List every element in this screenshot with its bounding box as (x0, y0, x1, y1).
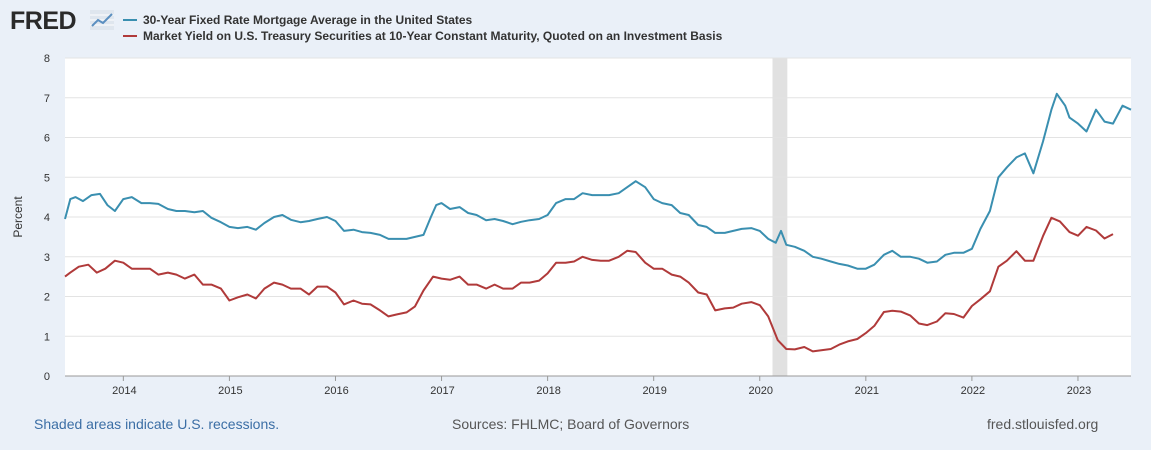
y-tick-label: 2 (44, 292, 50, 304)
chart-line-icon (90, 10, 114, 30)
x-tick-label: 2022 (961, 385, 985, 397)
y-tick-label: 8 (44, 53, 50, 65)
chart-legend: 30-Year Fixed Rate Mortgage Average in t… (123, 12, 722, 44)
y-tick-label: 1 (44, 331, 50, 343)
legend-item-treasury[interactable]: Market Yield on U.S. Treasury Securities… (123, 28, 722, 44)
x-tick-label: 2018 (536, 385, 560, 397)
legend-swatch-treasury (123, 35, 137, 37)
x-tick-label: 2014 (112, 385, 136, 397)
legend-label-treasury: Market Yield on U.S. Treasury Securities… (143, 29, 723, 43)
series-line-1[interactable] (64, 216, 1114, 353)
x-tick-label: 2019 (642, 385, 666, 397)
y-tick-label: 0 (44, 371, 50, 383)
series-line-0[interactable] (64, 92, 1132, 270)
legend-item-mortgage[interactable]: 30-Year Fixed Rate Mortgage Average in t… (123, 12, 722, 28)
legend-swatch-mortgage (123, 19, 137, 21)
y-tick-label: 7 (44, 93, 50, 105)
y-tick-label: 5 (44, 172, 50, 184)
line-chart: 0 1 2 3 4 5 6 7 8 2014 2015 2016 2017 2018 2019 2020 20… (11, 53, 1132, 397)
fred-logo[interactable]: FRED (10, 7, 77, 35)
y-tick-label: 6 (44, 133, 50, 145)
x-tick-label: 2020 (749, 385, 773, 397)
y-axis-label: Percent (11, 196, 25, 238)
site-link[interactable]: fred.stlouisfed.org (987, 416, 1099, 432)
x-tick-label: 2023 (1067, 385, 1091, 397)
y-tick-label: 4 (44, 212, 50, 224)
x-tick-label: 2021 (855, 385, 879, 397)
legend-label-mortgage: 30-Year Fixed Rate Mortgage Average in t… (143, 13, 473, 27)
y-tick-label: 3 (44, 252, 50, 264)
x-tick-label: 2015 (218, 385, 242, 397)
x-tick-label: 2016 (324, 385, 348, 397)
recession-note-link[interactable]: Shaded areas indicate U.S. recessions. (34, 416, 280, 432)
sources-text: Sources: FHLMC; Board of Governors (452, 416, 690, 432)
x-tick-label: 2017 (430, 385, 454, 397)
